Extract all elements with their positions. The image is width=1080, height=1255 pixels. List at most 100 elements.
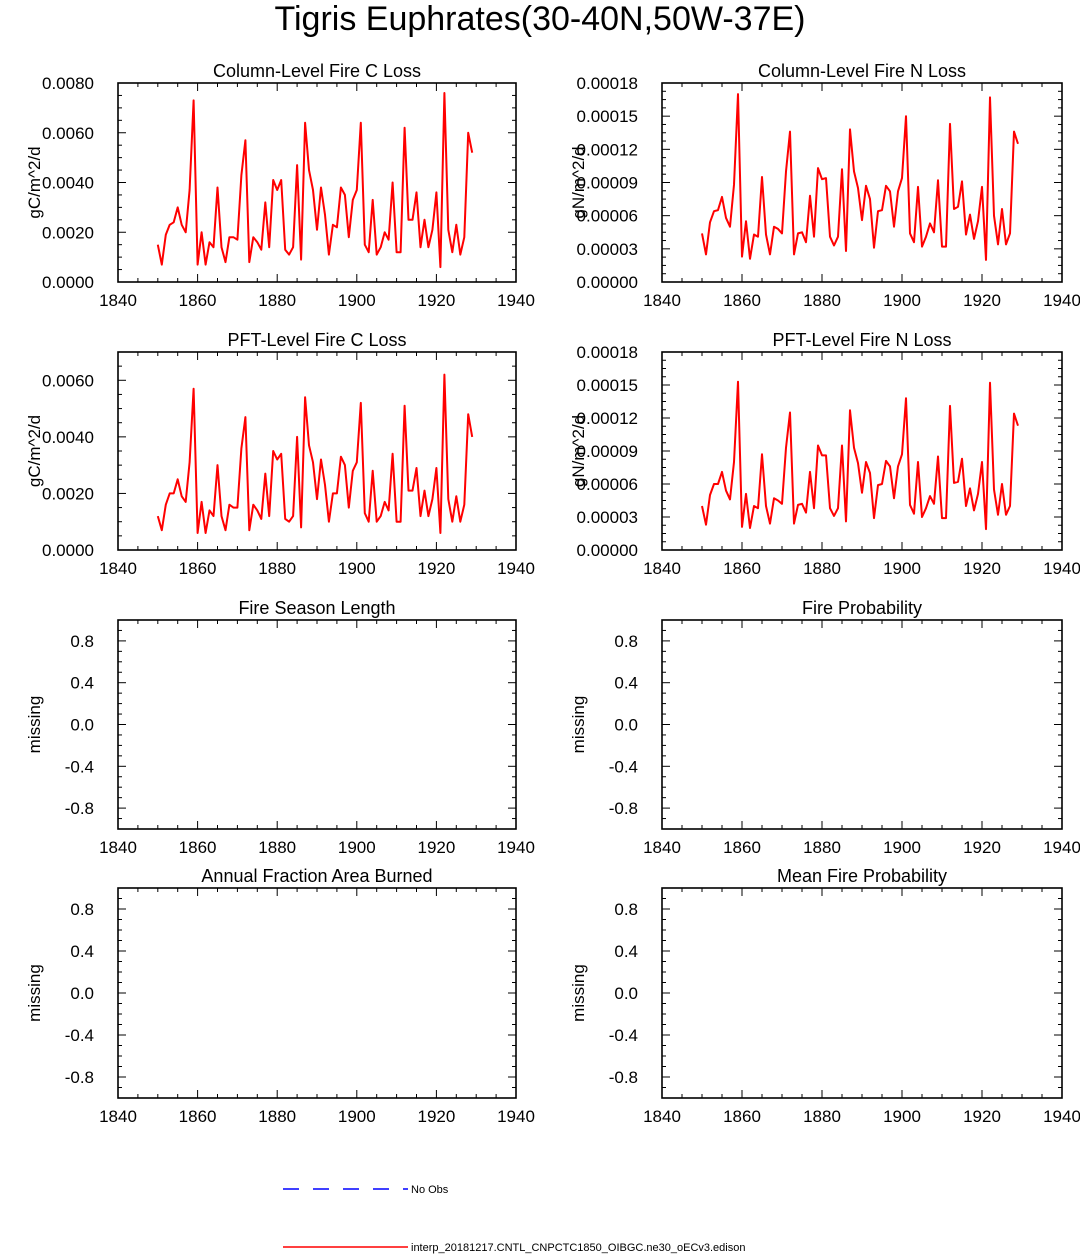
x-tick-label: 1940 bbox=[497, 559, 535, 578]
series-line-model bbox=[156, 92, 474, 269]
x-tick-label: 1940 bbox=[1043, 559, 1080, 578]
x-tick-label: 1880 bbox=[258, 559, 296, 578]
chart-title: Fire Probability bbox=[802, 598, 922, 618]
y-axis-label: gC/m^2/d bbox=[25, 415, 44, 487]
y-tick-label: 0.00003 bbox=[577, 240, 638, 259]
x-tick-label: 1920 bbox=[417, 291, 455, 310]
y-tick-label: -0.8 bbox=[65, 799, 94, 818]
y-axis-label: gC/m^2/d bbox=[25, 146, 44, 218]
x-tick-label: 1860 bbox=[179, 838, 217, 857]
x-tick-label: 1880 bbox=[803, 1107, 841, 1126]
x-tick-label: 1900 bbox=[338, 1107, 376, 1126]
x-tick-label: 1860 bbox=[179, 1107, 217, 1126]
y-tick-label: 0.0060 bbox=[42, 124, 94, 143]
chart-title: Annual Fraction Area Burned bbox=[201, 866, 432, 886]
chart-panel-1: Column-Level Fire C Loss gC/m^2/d 1840 1860… bbox=[25, 61, 535, 310]
x-tick-label: 1840 bbox=[643, 559, 681, 578]
x-tick-label: 1940 bbox=[1043, 1107, 1080, 1126]
y-tick-label: 0.00018 bbox=[577, 343, 638, 362]
y-tick-label: 0.0020 bbox=[42, 484, 94, 503]
y-tick-label: 0.00009 bbox=[577, 174, 638, 193]
legend-obs-label: No Obs bbox=[411, 1184, 449, 1196]
x-tick-label: 1900 bbox=[338, 559, 376, 578]
y-axis-label: gN/m^2/d bbox=[569, 146, 588, 218]
figure-title: Tigris Euphrates(30-40N,50W-37E) bbox=[274, 0, 805, 38]
chart-panel-8: Mean Fire Probability missing 1840 1860 1880… bbox=[569, 866, 1080, 1126]
y-axis-label: gN/m^2/d bbox=[569, 415, 588, 487]
y-tick-label: 0.4 bbox=[70, 674, 94, 693]
y-axis-label: missing bbox=[25, 964, 44, 1022]
y-tick-label: -0.4 bbox=[65, 757, 94, 776]
y-tick-label: 0.4 bbox=[614, 942, 638, 961]
chart-panel-7: Annual Fraction Area Burned missing 1840 18… bbox=[25, 866, 535, 1126]
y-tick-label: 0.00015 bbox=[577, 107, 638, 126]
y-tick-label: 0.0000 bbox=[42, 273, 94, 292]
chart-title: PFT-Level Fire C Loss bbox=[227, 330, 406, 350]
plot-frame bbox=[661, 82, 1063, 283]
y-tick-label: 0.4 bbox=[70, 942, 94, 961]
x-tick-label: 1900 bbox=[883, 559, 921, 578]
x-tick-label: 1880 bbox=[258, 291, 296, 310]
x-tick-label: 1920 bbox=[963, 559, 1001, 578]
x-tick-label: 1920 bbox=[963, 1107, 1001, 1126]
y-tick-label: 0.8 bbox=[614, 900, 638, 919]
x-tick-label: 1860 bbox=[723, 559, 761, 578]
legend-model-label: interp_20181217.CNTL_CNPCTC1850_OIBGC.ne… bbox=[411, 1242, 745, 1254]
x-tick-label: 1880 bbox=[803, 559, 841, 578]
y-tick-label: 0.4 bbox=[614, 674, 638, 693]
y-tick-label: 0.00003 bbox=[577, 508, 638, 527]
x-tick-label: 1840 bbox=[643, 838, 681, 857]
chart-title: Fire Season Length bbox=[238, 598, 395, 618]
y-tick-label: 0.8 bbox=[614, 632, 638, 651]
x-tick-label: 1860 bbox=[179, 559, 217, 578]
y-tick-label: 0.00018 bbox=[577, 74, 638, 93]
x-tick-label: 1900 bbox=[883, 838, 921, 857]
chart-title: PFT-Level Fire N Loss bbox=[772, 330, 951, 350]
plot-frame bbox=[117, 351, 517, 551]
x-tick-label: 1900 bbox=[883, 291, 921, 310]
plot-frame bbox=[661, 619, 1063, 830]
y-tick-label: 0.0000 bbox=[42, 541, 94, 560]
y-tick-label: 0.00000 bbox=[577, 541, 638, 560]
y-tick-label: 0.00015 bbox=[577, 376, 638, 395]
x-tick-label: 1900 bbox=[883, 1107, 921, 1126]
panel-grid: Column-Level Fire C Loss gC/m^2/d 1840 1860… bbox=[25, 61, 1080, 1126]
plot-frame bbox=[117, 619, 517, 830]
y-tick-label: 0.0 bbox=[70, 716, 94, 735]
x-tick-label: 1840 bbox=[99, 838, 137, 857]
y-tick-label: 0.0020 bbox=[42, 223, 94, 242]
y-tick-label: -0.4 bbox=[609, 1026, 638, 1045]
chart-panel-3: PFT-Level Fire C Loss gC/m^2/d 1840 1860 188… bbox=[25, 330, 535, 578]
y-axis-label: missing bbox=[25, 696, 44, 754]
x-tick-label: 1900 bbox=[338, 838, 376, 857]
series-line-model bbox=[701, 380, 1019, 531]
y-tick-label: 0.0080 bbox=[42, 74, 94, 93]
x-tick-label: 1860 bbox=[179, 291, 217, 310]
y-tick-label: 0.0060 bbox=[42, 371, 94, 390]
y-axis-label: missing bbox=[569, 696, 588, 754]
plot-frame bbox=[661, 887, 1063, 1099]
x-tick-label: 1880 bbox=[803, 291, 841, 310]
chart-panel-5: Fire Season Length missing 1840 1860 1880 190… bbox=[25, 598, 535, 857]
x-tick-label: 1860 bbox=[723, 1107, 761, 1126]
x-tick-label: 1860 bbox=[723, 291, 761, 310]
y-tick-label: 0.0 bbox=[70, 984, 94, 1003]
chart-panel-6: Fire Probability missing 1840 1860 1880 1900 1… bbox=[569, 598, 1080, 857]
x-tick-label: 1940 bbox=[497, 838, 535, 857]
y-tick-label: 0.00012 bbox=[577, 140, 638, 159]
plot-frame bbox=[117, 887, 517, 1099]
x-tick-label: 1920 bbox=[417, 559, 455, 578]
x-tick-label: 1940 bbox=[1043, 291, 1080, 310]
x-tick-label: 1880 bbox=[803, 838, 841, 857]
x-tick-label: 1920 bbox=[963, 838, 1001, 857]
y-tick-label: -0.8 bbox=[65, 1068, 94, 1087]
y-tick-label: 0.8 bbox=[70, 632, 94, 651]
y-tick-label: -0.8 bbox=[609, 1068, 638, 1087]
chart-panel-4: PFT-Level Fire N Loss gN/m^2/d 1840 1860 188… bbox=[569, 330, 1080, 578]
x-tick-label: 1900 bbox=[338, 291, 376, 310]
x-tick-label: 1920 bbox=[417, 838, 455, 857]
chart-panel-2: Column-Level Fire N Loss gN/m^2/d 1840 1860… bbox=[569, 61, 1080, 310]
chart-title: Column-Level Fire C Loss bbox=[213, 61, 421, 81]
y-tick-label: 0.00006 bbox=[577, 207, 638, 226]
